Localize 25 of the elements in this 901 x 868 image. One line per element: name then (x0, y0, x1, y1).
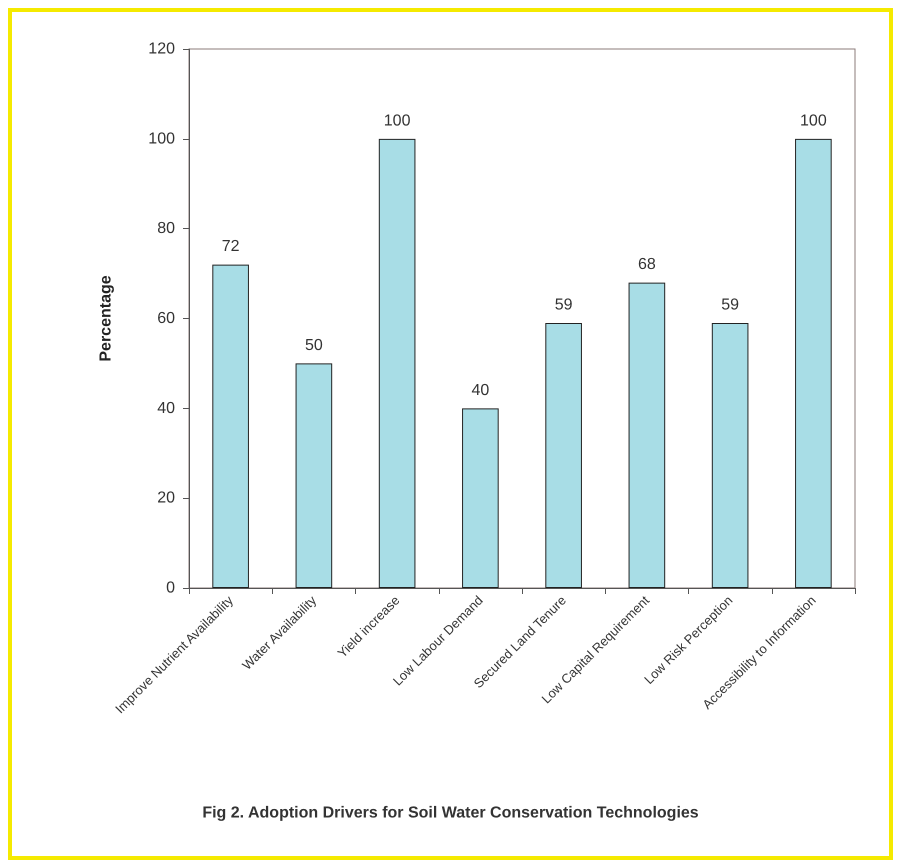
data-label: 68 (638, 256, 656, 274)
y-tick-label: 100 (148, 130, 176, 148)
bar (212, 264, 249, 588)
data-label: 100 (800, 112, 827, 130)
y-tick-label: 0 (166, 580, 176, 596)
bar (795, 138, 832, 588)
data-label: 59 (554, 296, 573, 314)
bar (296, 363, 332, 588)
y-tick-label: 40 (157, 400, 176, 417)
bar (712, 322, 748, 588)
data-label: 100 (384, 112, 411, 130)
bar (545, 322, 582, 588)
bar (462, 408, 499, 588)
y-tick-label: 20 (157, 490, 176, 507)
y-tick-label: 80 (157, 220, 176, 238)
data-label: 72 (222, 238, 240, 256)
data-label: 40 (471, 382, 490, 399)
bar (628, 282, 666, 588)
text: Fig 2. Adoption Drivers for Soil Water Conservation Technologies (202, 804, 699, 822)
y-axis-title: Percentage (98, 275, 114, 362)
y-tick-label: 60 (157, 310, 176, 327)
data-label: 50 (304, 336, 323, 354)
y-tick-label: 120 (148, 40, 176, 58)
data-label: 59 (721, 296, 740, 314)
bar (378, 138, 416, 588)
